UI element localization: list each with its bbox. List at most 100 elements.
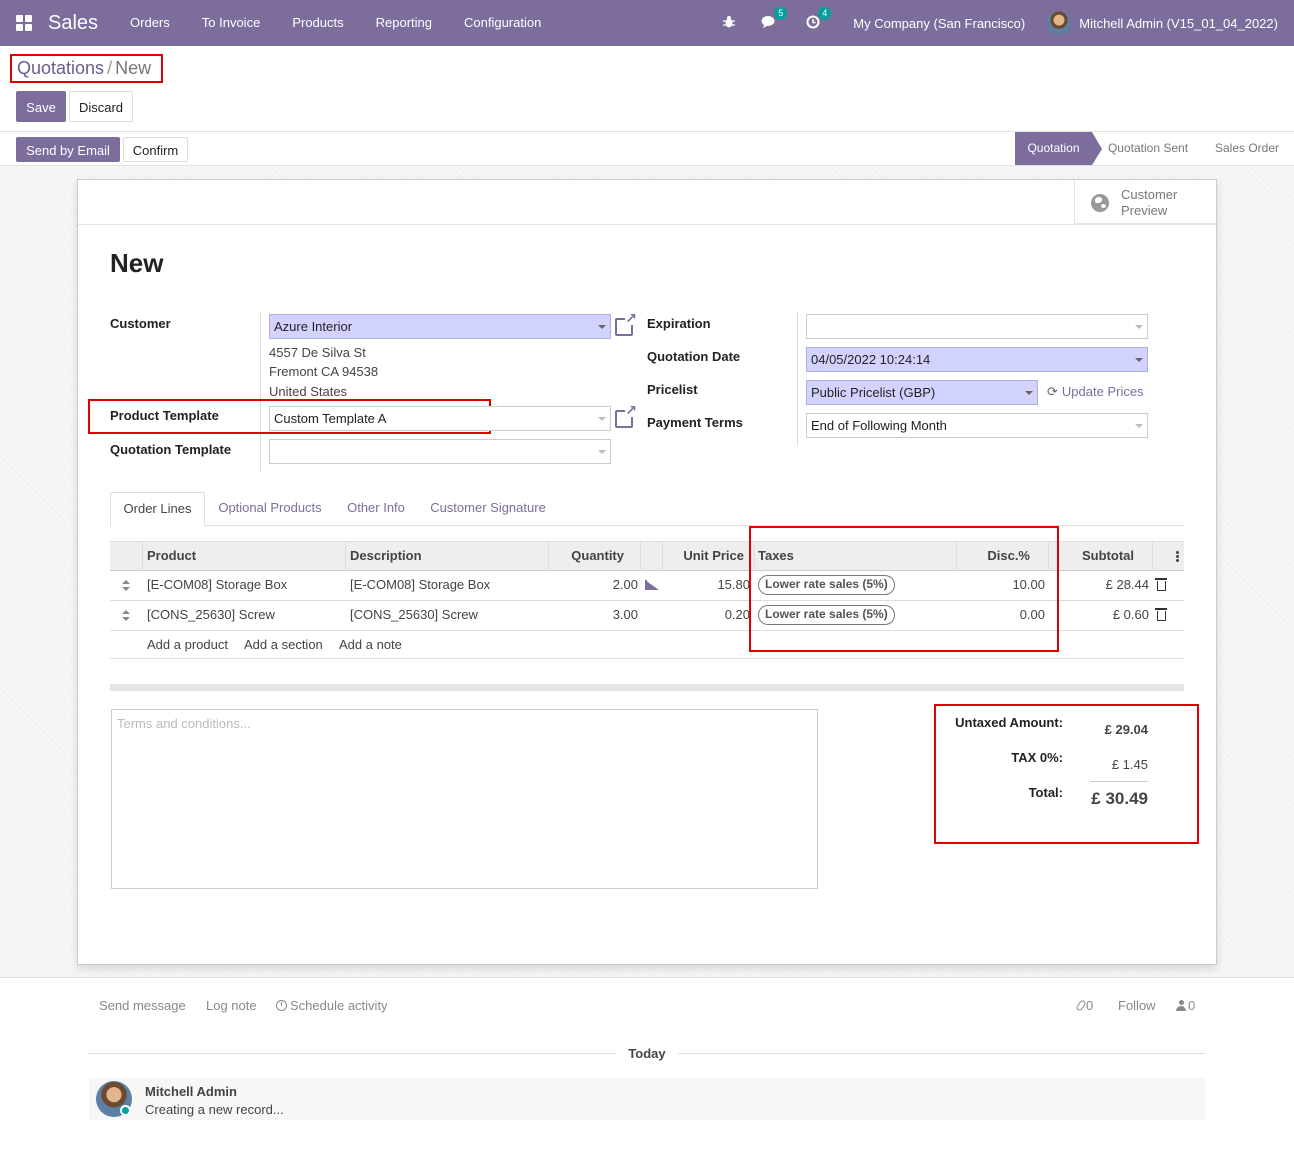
breadcrumb-current: New	[115, 58, 152, 78]
schedule-activity-button[interactable]: Schedule activity	[276, 998, 388, 1013]
tab-order-lines[interactable]: Order Lines	[110, 492, 205, 526]
tax-tag[interactable]: Lower rate sales (5%)	[758, 575, 895, 595]
pricelist-label: Pricelist	[647, 382, 698, 397]
pricelist-dropdown-caret-icon[interactable]	[1025, 391, 1033, 395]
apps-menu-icon[interactable]	[16, 15, 32, 31]
line-unit-price[interactable]: 0.20	[724, 607, 750, 622]
quotation-date-field[interactable]: 04/05/2022 10:24:14	[806, 347, 1148, 372]
online-status-icon	[120, 1105, 131, 1116]
activities-clock-icon[interactable]: 4	[805, 7, 832, 31]
log-note-button[interactable]: Log note	[206, 998, 257, 1013]
line-discount[interactable]: 0.00	[1019, 607, 1045, 622]
app-name[interactable]: Sales	[48, 11, 99, 34]
expiration-dropdown-caret-icon[interactable]	[1135, 325, 1143, 329]
line-quantity[interactable]: 3.00	[612, 607, 638, 622]
column-product[interactable]: Product	[143, 542, 346, 571]
line-product[interactable]: [E-COM08] Storage Box	[147, 577, 288, 592]
globe-icon	[1091, 194, 1109, 212]
stage-sales-order[interactable]: Sales Order	[1214, 141, 1280, 155]
order-line-row[interactable]: [CONS_25630] Screw [CONS_25630] Screw 3.…	[110, 601, 1184, 631]
debug-bug-icon[interactable]	[721, 15, 737, 31]
line-description[interactable]: [E-COM08] Storage Box	[350, 577, 491, 592]
line-discount[interactable]: 10.00	[1012, 577, 1045, 592]
customer-dropdown-caret-icon[interactable]	[598, 325, 606, 329]
customer-preview-line-1: Customer	[1121, 187, 1178, 202]
delete-line-trash-icon[interactable]	[1155, 578, 1167, 591]
confirm-button[interactable]: Confirm	[123, 137, 188, 162]
forecast-chart-icon[interactable]	[645, 580, 659, 590]
delete-line-trash-icon[interactable]	[1155, 608, 1167, 621]
discard-button[interactable]: Discard	[69, 91, 133, 122]
tab-other-info[interactable]: Other Info	[347, 500, 405, 515]
line-product[interactable]: [CONS_25630] Screw	[147, 607, 275, 622]
line-description[interactable]: [CONS_25630] Screw	[350, 607, 478, 622]
expiration-field[interactable]	[806, 314, 1148, 339]
product-template-dropdown-caret-icon[interactable]	[598, 417, 606, 421]
followers-button[interactable]: 0	[1176, 998, 1195, 1013]
order-line-row[interactable]: [E-COM08] Storage Box [E-COM08] Storage …	[110, 571, 1184, 601]
add-line-row: Add a product Add a section Add a note	[110, 631, 1184, 659]
column-quantity[interactable]: Quantity	[549, 542, 641, 571]
add-section-link[interactable]: Add a section	[244, 637, 323, 652]
breadcrumb-quotations-link[interactable]: Quotations	[17, 58, 105, 78]
add-note-link[interactable]: Add a note	[339, 637, 402, 652]
messages-icon[interactable]: 5	[761, 7, 788, 31]
column-unit-price[interactable]: Unit Price	[663, 542, 755, 571]
customer-field[interactable]: Azure Interior	[269, 314, 611, 339]
menu-configuration[interactable]: Configuration	[464, 15, 542, 30]
message-body: Creating a new record...	[145, 1102, 284, 1117]
update-prices-label: Update Prices	[1061, 384, 1144, 399]
product-template-field[interactable]: Custom Template A	[269, 406, 611, 431]
highlight-totals	[934, 704, 1199, 844]
customer-preview-button[interactable]: Customer Preview	[1074, 180, 1216, 224]
quotation-template-field[interactable]	[269, 439, 611, 464]
menu-to-invoice[interactable]: To Invoice	[201, 15, 261, 30]
pricelist-field[interactable]: Public Pricelist (GBP)	[806, 380, 1038, 405]
send-message-button[interactable]: Send message	[99, 998, 186, 1013]
quotation-date-value: 04/05/2022 10:24:14	[811, 352, 931, 367]
button-box-divider	[78, 224, 1216, 225]
payment-terms-field[interactable]: End of Following Month	[806, 413, 1148, 438]
customer-value: Azure Interior	[274, 319, 353, 334]
menu-products[interactable]: Products	[292, 15, 344, 30]
attachments-button[interactable]: 0	[1075, 998, 1093, 1013]
user-avatar[interactable]	[1047, 11, 1072, 35]
quotation-date-dropdown-caret-icon[interactable]	[1135, 358, 1143, 362]
column-description[interactable]: Description	[346, 542, 549, 571]
stage-quotation-sent[interactable]: Quotation Sent	[1107, 141, 1189, 155]
drag-handle-icon[interactable]	[122, 580, 130, 592]
line-quantity[interactable]: 2.00	[612, 577, 638, 592]
save-button[interactable]: Save	[16, 91, 66, 122]
tab-optional-products[interactable]: Optional Products	[218, 500, 322, 515]
tax-tag[interactable]: Lower rate sales (5%)	[758, 605, 895, 625]
customer-address-street: 4557 De Silva St	[269, 345, 366, 360]
stage-quotation[interactable]: Quotation	[1015, 132, 1102, 165]
customer-external-link-icon[interactable]	[615, 311, 638, 336]
column-discount[interactable]: Disc.%	[957, 542, 1049, 571]
payment-terms-dropdown-caret-icon[interactable]	[1135, 424, 1143, 428]
tax-label: TAX 0%:	[1011, 750, 1063, 765]
message-author[interactable]: Mitchell Admin	[145, 1084, 237, 1099]
send-by-email-button[interactable]: Send by Email	[16, 137, 120, 162]
tax-value: £ 1.45	[1111, 757, 1148, 772]
line-subtotal: £ 28.44	[1105, 577, 1149, 592]
optional-columns-kebab-icon[interactable]	[1176, 551, 1180, 563]
follow-button[interactable]: Follow	[1118, 998, 1156, 1013]
drag-handle-icon[interactable]	[122, 610, 130, 622]
left-field-divider	[260, 312, 261, 472]
menu-orders[interactable]: Orders	[130, 15, 170, 30]
quotation-template-dropdown-caret-icon[interactable]	[598, 450, 606, 454]
product-template-external-link-icon[interactable]	[615, 403, 638, 428]
menu-reporting[interactable]: Reporting	[375, 15, 432, 30]
column-subtotal[interactable]: Subtotal	[1049, 542, 1153, 571]
add-product-link[interactable]: Add a product	[147, 637, 228, 652]
company-switcher[interactable]: My Company (San Francisco)	[853, 15, 1026, 31]
column-taxes[interactable]: Taxes	[755, 542, 957, 571]
pricelist-value: Public Pricelist (GBP)	[811, 385, 936, 400]
line-unit-price[interactable]: 15.80	[717, 577, 750, 592]
tab-customer-signature[interactable]: Customer Signature	[430, 500, 546, 515]
update-prices-button[interactable]: ⟳ Update Prices	[1047, 384, 1144, 400]
terms-and-conditions-field[interactable]: Terms and conditions...	[111, 709, 818, 889]
user-menu[interactable]: Mitchell Admin (V15_01_04_2022)	[1079, 15, 1278, 31]
product-template-label: Product Template	[110, 408, 219, 423]
